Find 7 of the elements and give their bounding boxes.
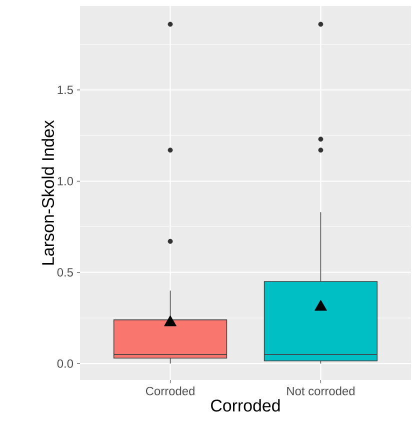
y-tick-label: 0.0: [57, 359, 74, 368]
y-tick-label: 1.5: [58, 86, 73, 94]
y-axis-title: Larson-Skold Index: [42, 120, 54, 265]
x-axis-title: Corroded: [211, 399, 280, 412]
x-tick-label: Not corroded: [287, 386, 354, 396]
y-tick-label: 1.0: [58, 176, 74, 186]
y-tick-label: 0.5: [57, 268, 73, 277]
